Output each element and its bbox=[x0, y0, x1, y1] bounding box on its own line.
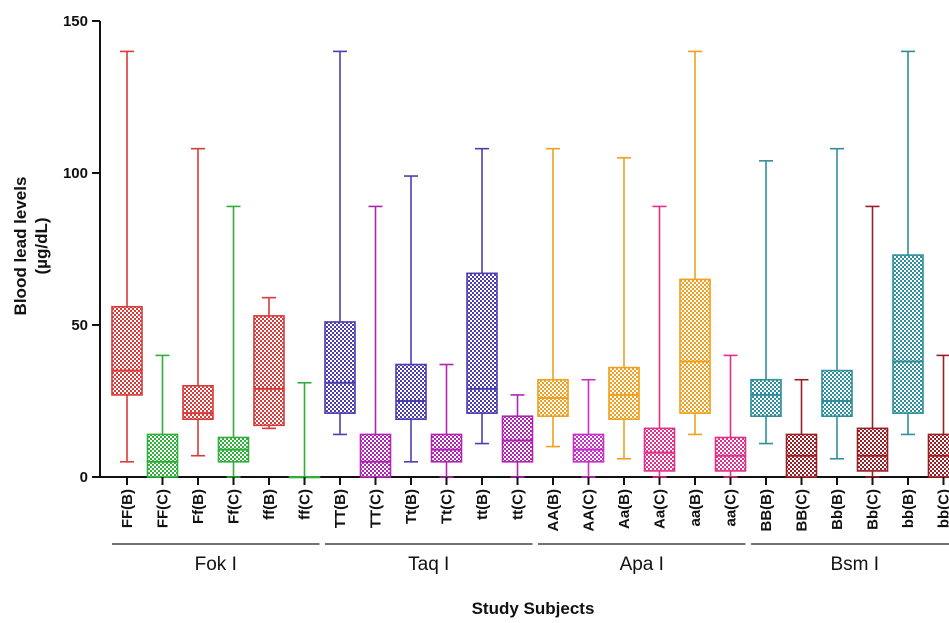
category-label: aa(B) bbox=[687, 489, 704, 527]
y-axis-title: Blood lead levels (µg/dL) bbox=[11, 177, 51, 316]
box-ff(C) bbox=[288, 381, 321, 479]
box-iqr bbox=[572, 433, 605, 463]
box-BB(B) bbox=[750, 160, 782, 445]
y-tick-label: 100 bbox=[63, 165, 88, 182]
category-label: bb(B) bbox=[900, 489, 917, 528]
box-Aa(B) bbox=[608, 157, 640, 460]
box-iqr bbox=[253, 315, 285, 427]
x-axis-title: Study Subjects bbox=[472, 599, 595, 618]
box-Ff(B) bbox=[182, 147, 214, 457]
category-label: tt(C) bbox=[510, 489, 527, 520]
box-AA(B) bbox=[537, 147, 569, 448]
category-label: Bb(C) bbox=[865, 489, 882, 530]
category-label: BB(B) bbox=[758, 489, 775, 532]
category-label: Tt(C) bbox=[439, 489, 456, 524]
box-AA(C) bbox=[572, 378, 605, 478]
category-label: Bb(B) bbox=[829, 489, 846, 530]
box-iqr bbox=[111, 305, 143, 396]
group-label: Bsm I bbox=[830, 554, 879, 575]
group-label: Apa I bbox=[620, 554, 664, 575]
box-Bb(B) bbox=[821, 147, 853, 460]
box-iqr bbox=[430, 433, 463, 463]
box-iqr bbox=[466, 272, 498, 414]
category-label: bb(C) bbox=[936, 489, 949, 528]
box-TT(C) bbox=[359, 205, 392, 478]
category-label: tt(B) bbox=[474, 489, 491, 520]
box-aa(C) bbox=[714, 354, 747, 478]
box-Ff(C) bbox=[217, 205, 250, 478]
box-Tt(C) bbox=[430, 363, 463, 478]
box-iqr bbox=[501, 415, 534, 463]
box-Bb(C) bbox=[856, 205, 889, 478]
group-label: Taq I bbox=[408, 554, 449, 575]
box-iqr bbox=[324, 321, 356, 414]
y-axis-title-text: Blood lead levels bbox=[11, 177, 30, 316]
box-Tt(B) bbox=[395, 175, 427, 463]
category-label: BB(C) bbox=[794, 489, 811, 532]
box-iqr bbox=[182, 384, 214, 421]
box-tt(C) bbox=[501, 394, 534, 478]
category-label: FF(B) bbox=[119, 489, 136, 528]
category-label: Tt(B) bbox=[403, 489, 420, 524]
category-label: AA(C) bbox=[581, 489, 598, 532]
box-iqr bbox=[714, 436, 747, 472]
box-TT(B) bbox=[324, 50, 356, 436]
category-label: FF(C) bbox=[155, 489, 172, 528]
box-aa(B) bbox=[679, 50, 711, 436]
box-iqr bbox=[856, 427, 889, 472]
category-label: Ff(C) bbox=[226, 489, 243, 524]
category-label: AA(B) bbox=[545, 489, 562, 532]
box-tt(B) bbox=[466, 147, 498, 445]
box-ff(B) bbox=[253, 296, 285, 430]
group-label: Fok I bbox=[195, 554, 237, 575]
box-bb(C) bbox=[927, 354, 949, 478]
box-iqr bbox=[643, 427, 676, 472]
box-BB(C) bbox=[785, 378, 818, 478]
category-label: Ff(B) bbox=[190, 489, 207, 524]
plot-area: 0 50 100 150 FF(B) FF(C) Ff(B) Ff(C) ff(B) ff(C) T… bbox=[63, 13, 949, 575]
category-label: aa(C) bbox=[723, 489, 740, 527]
box-FF(C) bbox=[146, 354, 179, 478]
box-iqr bbox=[608, 366, 640, 421]
y-axis-unit: (µg/dL) bbox=[32, 218, 51, 275]
category-label: ff(C) bbox=[297, 489, 314, 520]
box-iqr bbox=[146, 433, 179, 478]
category-label: TT(C) bbox=[368, 489, 385, 528]
box-iqr bbox=[395, 363, 427, 421]
category-label: TT(B) bbox=[332, 489, 349, 528]
category-label: ff(B) bbox=[261, 489, 278, 520]
y-tick-label: 0 bbox=[80, 469, 88, 486]
category-label: Aa(C) bbox=[652, 489, 669, 529]
box-iqr bbox=[750, 378, 782, 418]
box-iqr bbox=[821, 369, 853, 418]
box-bb(B) bbox=[892, 50, 924, 436]
box-iqr bbox=[679, 278, 711, 414]
box-iqr bbox=[359, 433, 392, 478]
category-label: Aa(B) bbox=[616, 489, 633, 529]
box-FF(B) bbox=[111, 50, 143, 463]
y-tick-label: 150 bbox=[63, 13, 88, 30]
box-Aa(C) bbox=[643, 205, 676, 478]
box-iqr bbox=[892, 254, 924, 414]
y-tick-label: 50 bbox=[71, 317, 88, 334]
